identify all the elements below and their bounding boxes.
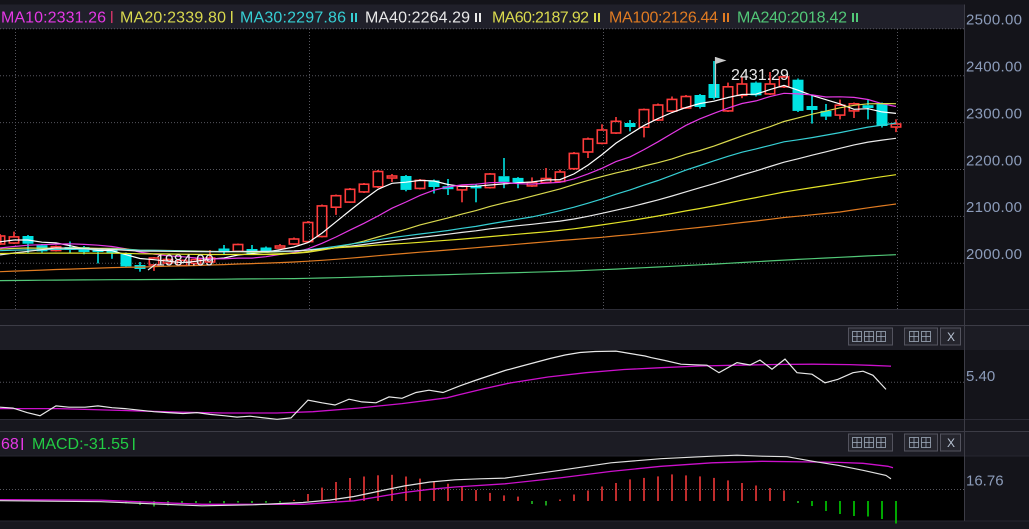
svg-text:MA60:2187.92: MA60:2187.92 (492, 10, 589, 27)
svg-text:X: X (947, 436, 955, 450)
svg-text:MACD:-31.55: MACD:-31.55 (32, 436, 129, 453)
svg-text:2100.00: 2100.00 (966, 199, 1022, 216)
svg-text:2400.00: 2400.00 (966, 59, 1022, 76)
svg-text:MA30:2297.86: MA30:2297.86 (240, 10, 346, 27)
svg-text:2431.29: 2431.29 (731, 67, 789, 84)
svg-text:2200.00: 2200.00 (966, 152, 1022, 169)
svg-text:MA240:2018.42: MA240:2018.42 (737, 10, 847, 27)
svg-text:X: X (947, 330, 955, 344)
svg-text:MA20:2339.80: MA20:2339.80 (120, 10, 226, 27)
svg-text:68: 68 (1, 436, 19, 453)
svg-text:5.40: 5.40 (966, 368, 995, 385)
svg-text:MA10:2331.26: MA10:2331.26 (1, 10, 106, 27)
svg-text:1984.09: 1984.09 (156, 253, 214, 270)
svg-text:MA40:2264.29: MA40:2264.29 (365, 10, 470, 27)
svg-text:2300.00: 2300.00 (966, 105, 1022, 122)
svg-text:16.76: 16.76 (966, 473, 1004, 490)
svg-text:2000.00: 2000.00 (966, 246, 1022, 263)
svg-text:2500.00: 2500.00 (966, 12, 1022, 29)
svg-text:MA100:2126.44: MA100:2126.44 (609, 10, 718, 27)
